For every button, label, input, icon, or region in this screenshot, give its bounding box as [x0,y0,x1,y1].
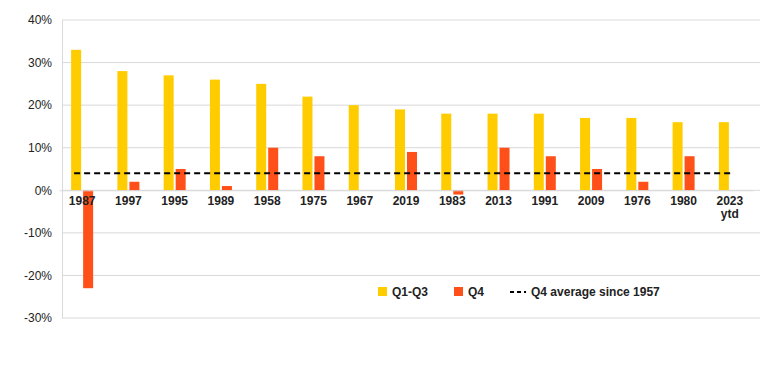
x-tick: 1991 [531,190,558,208]
legend-item: Q1-Q3 [378,285,428,299]
legend-swatch [454,287,463,296]
grid-line [62,275,760,276]
x-tick-label: 2019 [393,194,420,208]
x-tick-label: 1958 [254,194,281,208]
bar [488,114,498,191]
y-tick: -10% [24,226,62,240]
bar [349,105,359,190]
bar [71,50,81,190]
bar [129,182,139,191]
bar-series [83,148,694,288]
x-tick-label: 1983 [439,194,466,208]
x-tick: 1989 [208,190,235,208]
bar [268,148,278,191]
x-tick-label: 2013 [485,194,512,208]
bar [407,152,417,190]
y-tick: 20% [28,98,62,112]
legend-swatch [378,287,387,296]
y-tick-label: -20% [24,269,52,283]
legend: Q1-Q3 Q4 Q4 average since 1957 [378,285,660,299]
legend-label: Q4 [468,285,484,299]
bar [441,114,451,191]
x-tick-label: 2023ytd [717,194,744,221]
y-tick: 40% [28,13,62,27]
y-axis: -30% -20% -10% 0% 10% 20% 30% 40% [24,13,63,325]
y-tick-label: 0% [35,184,53,198]
bar [256,84,266,190]
y-tick: -30% [24,311,62,325]
x-tick-label: 2009 [578,194,605,208]
y-tick: -20% [24,269,62,283]
bar [592,169,602,190]
bar [580,118,590,190]
chart: -30%-20%-10%0%10%20%30%40%19871997199519… [0,0,780,374]
y-tick: 10% [28,141,62,155]
x-tick: 1983 [439,190,466,208]
grid-line [62,318,760,319]
bar [673,122,683,190]
bar [500,148,510,191]
grid-line [62,232,760,233]
x-tick: 2013 [485,190,512,208]
grid-line [62,62,760,63]
x-tick: 1980 [670,190,697,208]
y-tick-label: 30% [28,56,52,70]
y-tick-label: 20% [28,98,52,112]
x-tick: 1997 [115,190,142,208]
x-tick: 1975 [300,190,327,208]
x-tick-label: 1989 [208,194,235,208]
y-tick-label: 10% [28,141,52,155]
x-axis-line [60,190,754,191]
x-tick-label: 1991 [531,194,558,208]
x-tick: 1976 [624,190,651,208]
y-tick-label: -10% [24,226,52,240]
x-tick-label: 1997 [115,194,142,208]
bar [222,186,232,190]
x-tick-label: 1995 [161,194,188,208]
x-tick-label: 1987 [69,194,96,208]
reference-line [74,172,734,174]
x-tick-label: 1967 [346,194,373,208]
y-tick: 30% [28,56,62,70]
bar [395,109,405,190]
bar [176,169,186,190]
legend-item: Q4 [454,285,484,299]
x-tick-label: 1980 [670,194,697,208]
y-tick-label: 40% [28,13,52,27]
x-tick: 2009 [578,190,605,208]
bar [534,114,544,191]
legend-label: Q1-Q3 [392,285,428,299]
y-tick: 0% [35,184,62,198]
x-tick-label: 1975 [300,194,327,208]
x-tick: 1995 [161,190,188,208]
grid-line [62,20,760,21]
grid [62,20,760,318]
bar [638,182,648,191]
x-tick: 2023ytd [717,190,744,221]
bar [302,97,312,191]
bar [719,122,729,190]
x-tick: 1958 [254,190,281,208]
y-axis-line [62,21,63,319]
legend-item: Q4 average since 1957 [510,285,660,299]
x-tick: 2019 [393,190,420,208]
x-tick: 1967 [346,190,373,208]
bar [626,118,636,190]
x-tick: 1987 [69,190,96,208]
bar-series [71,50,729,190]
legend-swatch [510,291,526,293]
y-tick-label: -30% [24,311,52,325]
x-tick-label: 1976 [624,194,651,208]
legend-label: Q4 average since 1957 [531,285,660,299]
plot-area [71,50,734,288]
x-axis: 1987 1997 1995 1989 1958 1975 1967 2019 1983 2013… [60,190,754,221]
